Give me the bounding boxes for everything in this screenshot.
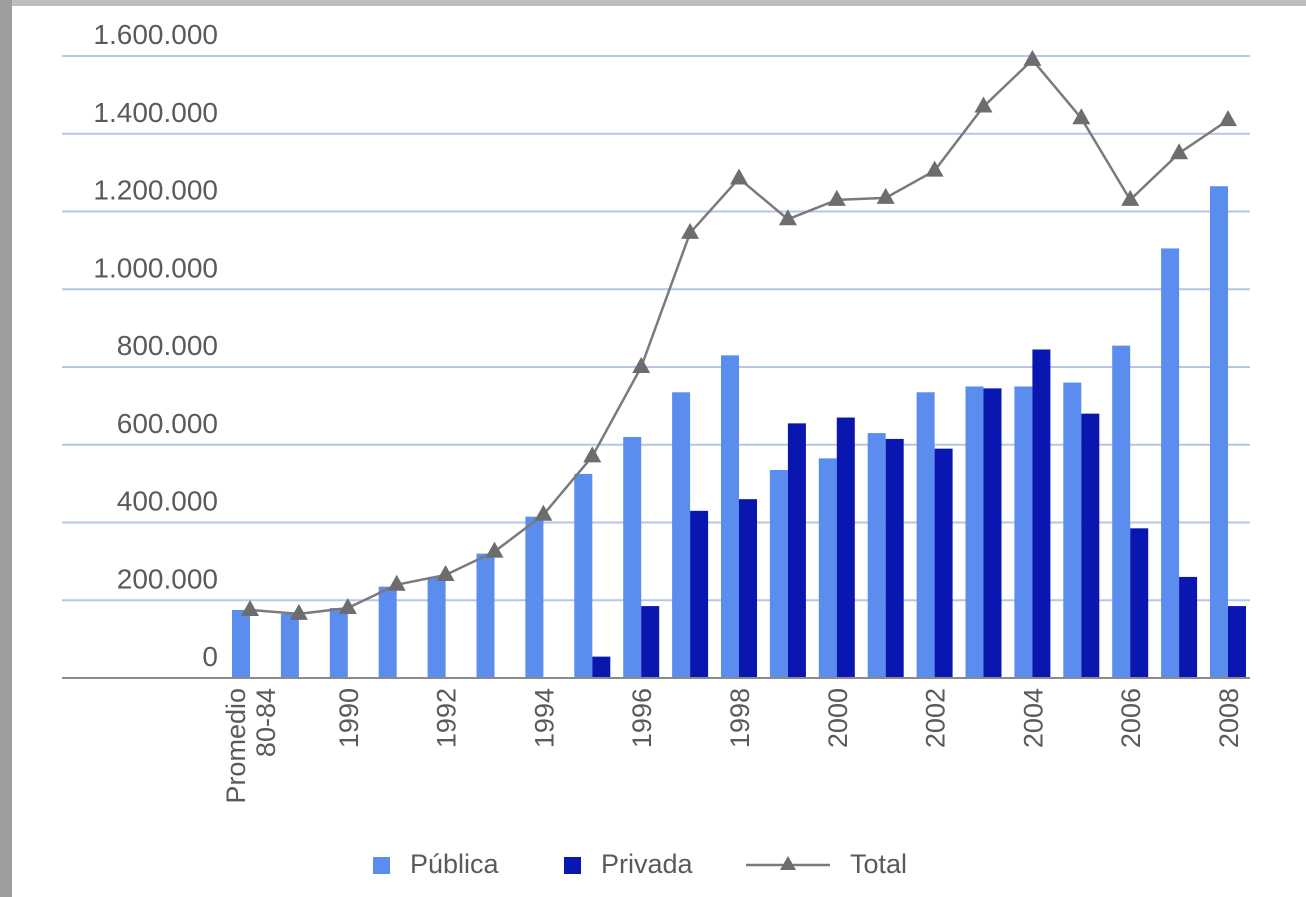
- total-point-marker: [436, 564, 455, 581]
- y-axis-tick-labels: 0 200.000 400.000 600.000 800.000 1.000.000 1.…: [93, 19, 218, 672]
- bar-privada: [885, 438, 904, 678]
- bar-privada: [836, 417, 855, 678]
- bar-publica: [329, 608, 348, 678]
- total-point-marker: [827, 189, 846, 206]
- bar-privada: [1081, 413, 1100, 678]
- legend-label-publica: Pública: [410, 849, 500, 879]
- total-point-marker: [1072, 108, 1091, 125]
- x-tick-label: 1992: [432, 688, 462, 748]
- total-point-marker: [730, 168, 748, 185]
- total-line-series: [241, 49, 1237, 620]
- bar-publica: [769, 470, 788, 678]
- bar-privada: [690, 510, 709, 678]
- y-tick-label: 1.400.000: [93, 97, 218, 128]
- bar-publica: [867, 433, 886, 678]
- y-tick-label: 600.000: [117, 408, 218, 439]
- total-point-marker: [534, 504, 553, 521]
- y-tick-label: 0: [202, 641, 218, 672]
- x-tick-label: 1998: [725, 688, 755, 748]
- y-tick-label: 1.000.000: [93, 252, 218, 283]
- legend-swatch-privada: [564, 857, 581, 874]
- legend-marker-total: [780, 856, 796, 870]
- x-tick-label: 2004: [1018, 688, 1048, 748]
- total-point-marker: [1170, 143, 1189, 160]
- y-tick-label: 400.000: [117, 486, 218, 517]
- bar-privada: [1228, 606, 1246, 678]
- total-point-marker: [241, 599, 259, 616]
- total-point-marker: [387, 574, 406, 591]
- total-point-marker: [1121, 189, 1140, 206]
- gridlines: [62, 55, 1250, 602]
- total-point-marker: [925, 160, 944, 177]
- bar-publica: [427, 576, 446, 678]
- bar-privada: [787, 423, 806, 678]
- bar-publica: [525, 516, 544, 678]
- total-point-marker: [485, 541, 504, 558]
- bar-publica: [1161, 248, 1180, 678]
- total-point-marker: [338, 598, 357, 615]
- total-point-marker: [681, 222, 700, 239]
- window-top-border: [0, 0, 1306, 6]
- legend: Pública Privada Total: [373, 849, 907, 879]
- bar-privada: [739, 499, 757, 678]
- x-tick-label: Promedio: [221, 688, 251, 804]
- bar-privada: [1130, 528, 1149, 678]
- bar-publica: [1063, 382, 1082, 678]
- x-tick-label: 1996: [627, 688, 657, 748]
- bar-publica: [476, 553, 495, 678]
- y-tick-label: 200.000: [117, 563, 218, 594]
- total-point-marker: [876, 187, 895, 204]
- total-point-marker: [1219, 110, 1237, 127]
- bar-privada: [641, 606, 660, 678]
- bar-publica: [574, 473, 593, 678]
- bar-publica: [672, 392, 691, 678]
- x-tick-label: 2000: [823, 688, 853, 748]
- x-tick-label: 1994: [529, 688, 559, 748]
- x-tick-label: 2008: [1214, 688, 1244, 748]
- bar-publica: [623, 436, 642, 678]
- bar-publica: [378, 586, 397, 678]
- bar-privada: [934, 448, 953, 678]
- bar-publica: [280, 613, 299, 678]
- bar-privada: [983, 388, 1002, 678]
- x-axis-tick-labels: Promedio 80-84 1990 1992 1994 1996 1998 2000 200…: [221, 688, 1244, 804]
- legend-label-privada: Privada: [601, 849, 694, 879]
- bar-publica: [965, 386, 984, 678]
- total-point-marker: [974, 96, 993, 113]
- bar-publica: [721, 355, 739, 678]
- total-point-marker: [632, 357, 651, 373]
- y-tick-label: 1.200.000: [93, 175, 218, 206]
- bar-privada: [592, 656, 611, 678]
- total-point-marker: [289, 603, 308, 620]
- x-tick-label: 2002: [921, 688, 951, 748]
- window-left-border: [0, 0, 12, 897]
- y-tick-label: 1.600.000: [93, 19, 218, 50]
- bar-publica: [916, 392, 935, 678]
- x-tick-label: 80-84: [251, 688, 281, 757]
- legend-swatch-publica: [373, 857, 390, 874]
- total-point-marker: [778, 209, 797, 226]
- bar-publica: [1112, 345, 1131, 678]
- bar-publica: [1210, 186, 1228, 678]
- y-tick-label: 800.000: [117, 330, 218, 361]
- total-point-marker: [583, 446, 602, 463]
- bar-privada: [1179, 576, 1198, 678]
- bar-publica: [1014, 386, 1033, 678]
- x-tick-label: 1990: [334, 688, 364, 748]
- legend-label-total: Total: [850, 849, 907, 879]
- bar-publica: [232, 609, 250, 678]
- bar-publica: [818, 458, 837, 678]
- total-point-marker: [1023, 49, 1042, 66]
- bar-privada: [1032, 349, 1051, 678]
- x-tick-label: 2006: [1116, 688, 1146, 748]
- bars: [232, 186, 1246, 678]
